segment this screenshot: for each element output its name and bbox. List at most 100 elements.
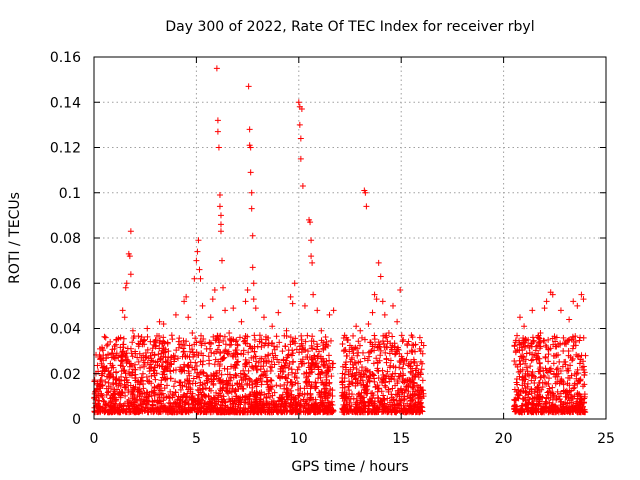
- background-point: [315, 405, 322, 412]
- data-point: [245, 83, 252, 90]
- background-point: [245, 367, 252, 374]
- background-point: [135, 358, 142, 365]
- background-point: [392, 350, 399, 357]
- background-point: [313, 383, 320, 390]
- background-point: [159, 371, 166, 378]
- background-point: [366, 403, 373, 410]
- background-point: [574, 370, 581, 377]
- background-point: [374, 388, 381, 395]
- background-point: [136, 409, 143, 416]
- background-point: [575, 404, 582, 411]
- background-point: [385, 404, 392, 411]
- background-point: [167, 367, 174, 374]
- background-point: [255, 359, 262, 366]
- background-point: [218, 371, 225, 378]
- background-point: [154, 398, 161, 405]
- background-point: [405, 388, 412, 395]
- data-point: [214, 117, 221, 124]
- background-point: [545, 336, 552, 343]
- background-point: [546, 399, 553, 406]
- background-point: [97, 345, 104, 352]
- data-point: [349, 354, 356, 361]
- background-point: [197, 402, 204, 409]
- background-point: [339, 363, 346, 370]
- background-point: [396, 364, 403, 371]
- background-point: [566, 336, 573, 343]
- background-point: [340, 401, 347, 408]
- background-point: [419, 360, 426, 367]
- background-point: [186, 377, 193, 384]
- background-point: [121, 367, 128, 374]
- background-point: [152, 337, 159, 344]
- background-point: [107, 403, 114, 410]
- data-point: [275, 309, 282, 316]
- background-point: [233, 337, 240, 344]
- background-point: [281, 381, 288, 388]
- background-point: [355, 338, 362, 345]
- background-point: [383, 334, 390, 341]
- background-point: [253, 358, 260, 365]
- background-point: [528, 340, 535, 347]
- background-point: [213, 401, 220, 408]
- background-point: [299, 360, 306, 367]
- background-point: [563, 408, 570, 415]
- data-point: [217, 212, 224, 219]
- background-point: [560, 348, 567, 355]
- background-point: [129, 384, 136, 391]
- data-point: [287, 293, 294, 300]
- background-point: [222, 403, 229, 410]
- data-point: [533, 343, 540, 350]
- background-point: [346, 378, 353, 385]
- background-point: [218, 407, 225, 414]
- background-point: [553, 396, 560, 403]
- background-point: [271, 361, 278, 368]
- background-point: [226, 335, 233, 342]
- background-point: [192, 359, 199, 366]
- background-point: [576, 360, 583, 367]
- background-point: [146, 368, 153, 375]
- background-point: [525, 400, 532, 407]
- background-point: [511, 358, 518, 365]
- data-point: [582, 352, 589, 359]
- background-point: [281, 362, 288, 369]
- background-point: [325, 352, 332, 359]
- background-point: [139, 370, 146, 377]
- background-point: [403, 383, 410, 390]
- background-point: [247, 343, 254, 350]
- background-point: [149, 399, 156, 406]
- background-point: [169, 336, 176, 343]
- background-point: [389, 407, 396, 414]
- background-point: [241, 361, 248, 368]
- background-point: [253, 366, 260, 373]
- data-point: [260, 314, 267, 321]
- data-point: [111, 345, 118, 352]
- background-point: [576, 377, 583, 384]
- background-point: [258, 403, 265, 410]
- background-point: [167, 388, 174, 395]
- background-point: [200, 358, 207, 365]
- background-point: [579, 364, 586, 371]
- data-point: [297, 135, 304, 142]
- data-point: [394, 318, 401, 325]
- background-point: [249, 389, 256, 396]
- background-point: [523, 406, 530, 413]
- background-point: [297, 397, 304, 404]
- background-point: [553, 343, 560, 350]
- background-point: [201, 380, 208, 387]
- background-point: [321, 389, 328, 396]
- background-point: [185, 370, 192, 377]
- background-point: [223, 348, 230, 355]
- background-point: [125, 368, 132, 375]
- data-point: [574, 302, 581, 309]
- background-point: [566, 375, 573, 382]
- background-point: [232, 365, 239, 372]
- background-point: [156, 362, 163, 369]
- background-point: [181, 342, 188, 349]
- background-point: [120, 405, 127, 412]
- background-point: [233, 408, 240, 415]
- background-point: [387, 340, 394, 347]
- background-point: [536, 345, 543, 352]
- y-tick-label: 0.12: [50, 141, 81, 157]
- background-point: [231, 397, 238, 404]
- background-point: [296, 408, 303, 415]
